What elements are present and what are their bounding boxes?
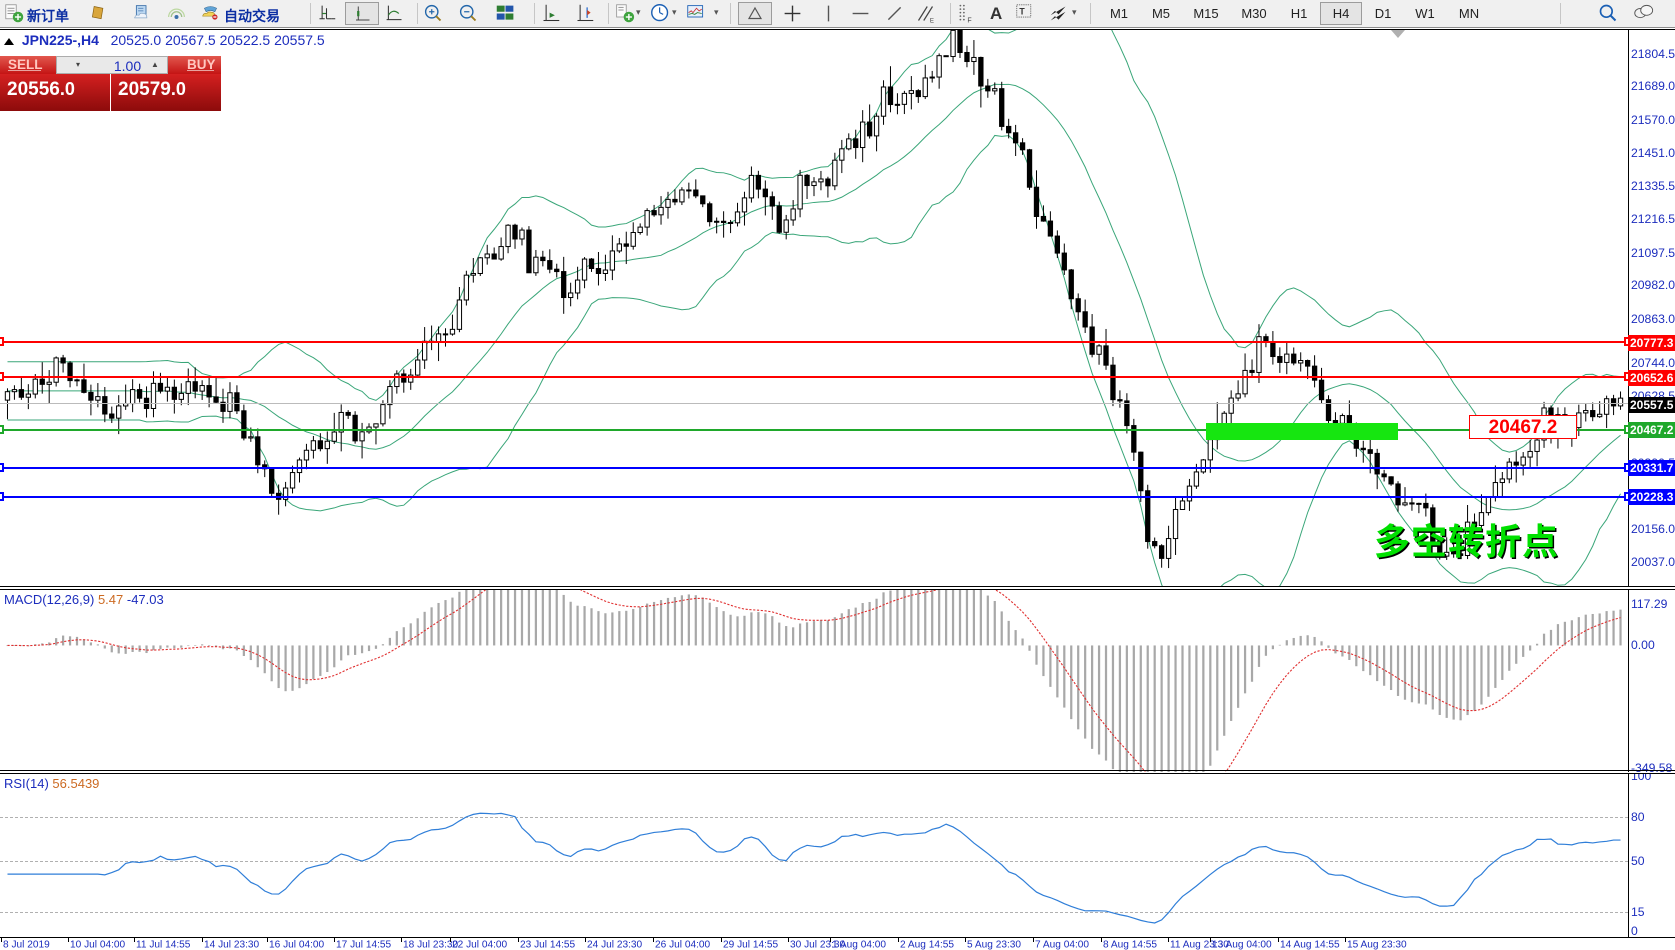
svg-text:T: T	[1019, 6, 1025, 16]
svg-text:E: E	[930, 17, 934, 24]
svg-text:F: F	[967, 17, 971, 24]
